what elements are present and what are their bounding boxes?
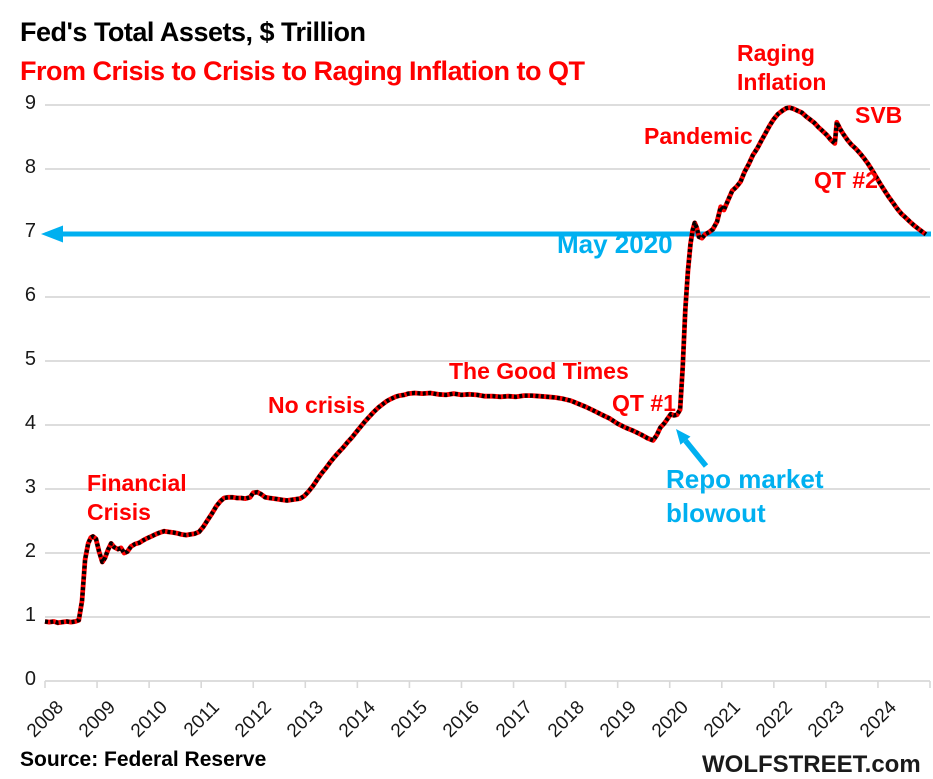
y-axis-label-5: 5 <box>24 348 36 370</box>
repo-callout-arrow-line <box>683 438 709 468</box>
fed-assets-line-dash-overlay <box>44 105 928 625</box>
y-axis-label-4: 4 <box>24 412 36 434</box>
financial-crisis-label: Financial Crisis <box>87 470 187 525</box>
y-axis-label-6: 6 <box>24 284 36 306</box>
source-label: Source: Federal Reserve <box>20 748 267 771</box>
y-axis-label-7: 7 <box>24 220 36 242</box>
y-axis-label-3: 3 <box>24 476 36 498</box>
y-axis-label-9: 9 <box>24 92 36 114</box>
chart-title: Fed's Total Assets, $ Trillion <box>20 17 366 47</box>
good-times-label: The Good Times <box>449 358 629 384</box>
y-axis-label-8: 8 <box>24 156 36 178</box>
repo-callout-arrowhead-icon <box>676 429 691 445</box>
may-2020-label: May 2020 <box>557 229 673 259</box>
repo-blowout-label: Repo market blowout <box>666 464 824 528</box>
y-axis-label-0: 0 <box>24 668 36 690</box>
svb-label: SVB <box>855 102 903 128</box>
no-crisis-label: No crisis <box>268 392 366 418</box>
y-axis-label-1: 1 <box>24 604 36 626</box>
reference-line-arrowhead-icon <box>41 225 63 243</box>
raging-inflation-label: Raging Inflation <box>737 40 827 95</box>
qt2-label: QT #2 <box>814 167 878 193</box>
y-axis-label-2: 2 <box>24 540 36 562</box>
pandemic-label: Pandemic <box>644 123 753 149</box>
site-label: WOLFSTREET.com <box>702 751 921 778</box>
qt1-label: QT #1 <box>612 390 676 416</box>
chart-subtitle: From Crisis to Crisis to Raging Inflatio… <box>20 56 585 86</box>
